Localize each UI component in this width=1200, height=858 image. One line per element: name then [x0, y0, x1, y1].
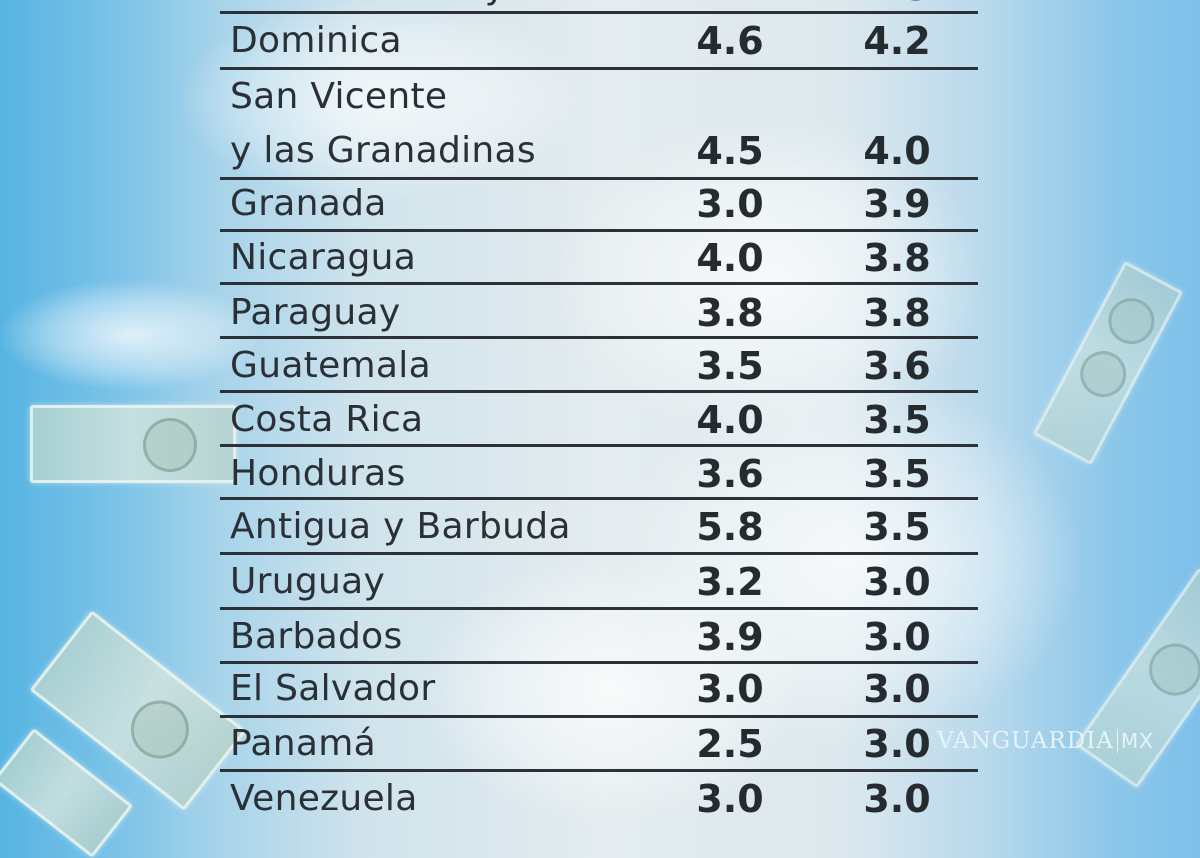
country-name: El Salvador — [230, 668, 436, 709]
country-name: Dominica — [230, 20, 402, 61]
row-divider — [220, 607, 978, 610]
country-name: Venezuela — [230, 778, 418, 819]
value-2: 3.0 — [863, 777, 931, 821]
value-1: 5.8 — [696, 505, 764, 549]
value-1: 2.5 — [696, 722, 764, 766]
table-row: Granada 3.0 3.9 — [220, 177, 978, 231]
table-row: Dominica 4.6 4.2 — [220, 14, 978, 68]
cloud — [0, 280, 260, 390]
country-name: Uruguay — [230, 561, 386, 602]
row-divider — [220, 67, 978, 70]
value-1: 3.2 — [696, 560, 764, 604]
table-row: Venezuela 3.0 3.0 — [220, 772, 978, 826]
row-divider — [220, 715, 978, 718]
watermark-suffix: MX — [1116, 729, 1154, 753]
value-1: 4.0 — [696, 398, 764, 442]
row-divider — [220, 444, 978, 447]
table-row: Antigua y Barbuda 5.8 3.5 — [220, 500, 978, 554]
table-row: Guatemala 3.5 3.6 — [220, 339, 978, 393]
value-2: 3.0 — [863, 560, 931, 604]
country-name: Granada — [230, 183, 387, 224]
value-1: 3.0 — [696, 667, 764, 711]
row-divider — [220, 390, 978, 393]
watermark-logo: VANGUARDIA MX — [937, 728, 1154, 754]
value-2: 3.5 — [863, 505, 931, 549]
cloud — [180, 0, 580, 200]
table-row: Uruguay 3.2 3.0 — [220, 555, 978, 609]
table-row: Costa Rica 4.0 3.5 — [220, 393, 978, 447]
row-divider — [220, 229, 978, 232]
value-2: 3.0 — [863, 615, 931, 659]
table-row: El Salvador 3.0 3.0 — [220, 662, 978, 716]
table-row: Panamá 2.5 3.0 — [220, 717, 978, 771]
country-name-line-1: San Vicente — [230, 76, 448, 117]
country-name: Antigua y Barbuda — [230, 506, 571, 547]
dollar-bill-icon — [30, 405, 236, 483]
value-2: 3.8 — [863, 236, 931, 280]
table-row: Paraguay 3.8 3.8 — [220, 286, 978, 340]
row-divider — [220, 661, 978, 664]
table-row: Honduras 3.6 3.5 — [220, 447, 978, 501]
value-2: 3.0 — [863, 722, 931, 766]
value-2: 3.5 — [863, 398, 931, 442]
value-2: 4.2 — [863, 19, 931, 63]
value-1: 3.8 — [696, 291, 764, 335]
row-divider — [220, 552, 978, 555]
value-2: 4.0 — [863, 129, 931, 173]
row-divider — [220, 769, 978, 772]
country-name: Paraguay — [230, 292, 401, 333]
value-1: 3.9 — [696, 615, 764, 659]
cloud — [420, 560, 800, 820]
country-name: Panamá — [230, 723, 376, 764]
row-divider — [220, 282, 978, 285]
country-name: Barbados — [230, 616, 403, 657]
dollar-bill-icon — [1032, 260, 1184, 466]
value-1: 3.5 — [696, 344, 764, 388]
country-name: Honduras — [230, 453, 406, 494]
value-1: 3.6 — [696, 452, 764, 496]
table-row: San Cristóbal y Nieves 4.4 4.3 — [220, 0, 978, 14]
value-2: 3.6 — [863, 344, 931, 388]
row-divider — [220, 497, 978, 500]
table-row: Nicaragua 4.0 3.8 — [220, 231, 978, 285]
country-name: San Cristóbal y Nieves — [230, 0, 641, 14]
country-name: Costa Rica — [230, 399, 424, 440]
value-2: 3.0 — [863, 667, 931, 711]
country-name-line-2: y las Granadinas — [230, 130, 536, 171]
value-1: 4.5 — [696, 129, 764, 173]
table-row: San Vicente y las Granadinas 4.5 4.0 — [220, 70, 978, 178]
value-1: 3.0 — [696, 777, 764, 821]
row-divider — [220, 336, 978, 339]
value-1: 3.0 — [696, 182, 764, 226]
table-row: Barbados 3.9 3.0 — [220, 610, 978, 664]
value-2: 3.8 — [863, 291, 931, 335]
value-1: 4.0 — [696, 236, 764, 280]
dollar-bill-icon — [1074, 567, 1200, 789]
value-2: 4.3 — [842, 0, 952, 14]
row-divider — [220, 177, 978, 180]
value-2: 3.9 — [863, 182, 931, 226]
country-name: Guatemala — [230, 345, 431, 386]
value-2: 3.5 — [863, 452, 931, 496]
country-name: Nicaragua — [230, 237, 417, 278]
row-divider — [220, 11, 978, 14]
value-1: 4.4 — [675, 0, 785, 14]
watermark-brand: VANGUARDIA — [937, 728, 1114, 754]
value-1: 4.6 — [696, 19, 764, 63]
